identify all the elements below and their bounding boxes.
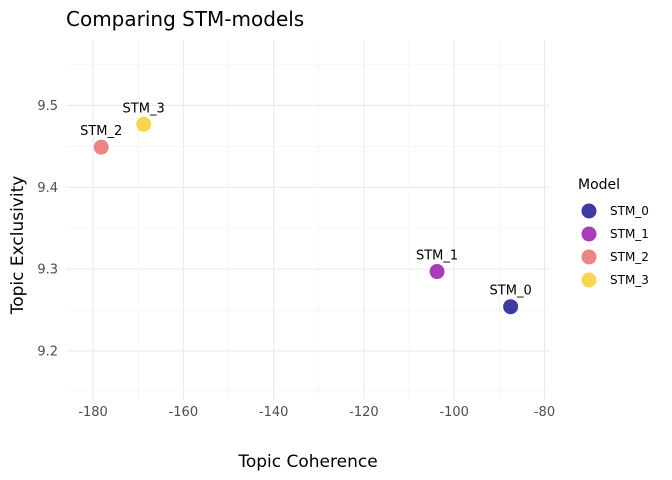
x-tick-label: -100 bbox=[439, 405, 469, 420]
grid-lines bbox=[66, 40, 549, 400]
legend-key bbox=[581, 203, 597, 219]
x-tick-label: -120 bbox=[349, 405, 379, 420]
legend-key bbox=[581, 226, 597, 242]
x-axis-title: Topic Coherence bbox=[237, 452, 377, 472]
x-tick-label: -160 bbox=[169, 405, 199, 420]
legend: Model STM_0 STM_1 STM_2 STM_3 bbox=[578, 177, 649, 288]
legend-key bbox=[581, 249, 597, 265]
data-point-label: STM_3 bbox=[123, 101, 165, 116]
data-point-stm-1 bbox=[429, 264, 445, 280]
y-tick-label: 9.3 bbox=[37, 263, 58, 278]
data-point-label: STM_0 bbox=[490, 284, 532, 299]
y-axis-ticks: 9.2 9.3 9.4 9.5 bbox=[37, 99, 58, 359]
x-axis-ticks: -180 -160 -140 -120 -100 -80 bbox=[78, 405, 555, 420]
legend-title: Model bbox=[578, 177, 620, 193]
x-tick-label: -80 bbox=[534, 405, 555, 420]
y-tick-label: 9.4 bbox=[37, 181, 58, 196]
x-tick-label: -180 bbox=[78, 405, 108, 420]
data-point-stm-3 bbox=[136, 116, 152, 132]
legend-key bbox=[581, 272, 597, 288]
data-point-stm-2 bbox=[93, 139, 109, 155]
x-tick-label: -140 bbox=[259, 405, 289, 420]
legend-label: STM_0 bbox=[610, 204, 649, 218]
legend-label: STM_3 bbox=[610, 273, 649, 287]
data-point-label: STM_1 bbox=[416, 249, 458, 264]
data-point-stm-0 bbox=[503, 299, 519, 315]
chart-title: Comparing STM-models bbox=[66, 7, 304, 31]
legend-label: STM_1 bbox=[610, 227, 649, 241]
y-axis-title: Topic Exclusivity bbox=[8, 176, 28, 316]
legend-label: STM_2 bbox=[610, 250, 649, 264]
y-tick-label: 9.5 bbox=[37, 99, 58, 114]
data-point-label: STM_2 bbox=[80, 124, 122, 139]
y-tick-label: 9.2 bbox=[37, 344, 58, 359]
